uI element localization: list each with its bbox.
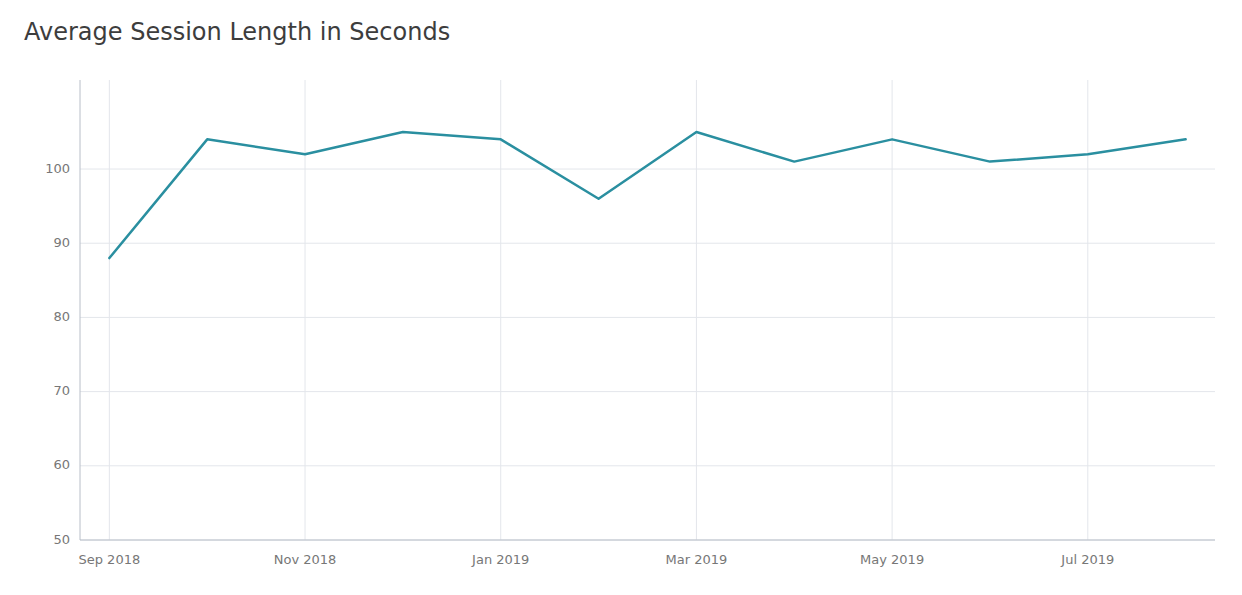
chart-container: Average Session Length in Seconds 50 60 70 8…: [0, 0, 1242, 595]
y-tick-label: 100: [45, 161, 70, 176]
x-grid-line: [500, 80, 501, 540]
y-tick-label: 70: [53, 383, 70, 398]
grid: [80, 80, 1215, 540]
x-grid-line: [305, 80, 306, 540]
x-tick-label: Jul 2019: [1060, 552, 1114, 567]
line-series: [109, 132, 1185, 258]
y-grid-line: [80, 169, 1215, 170]
x-tick-label: Mar 2019: [666, 552, 728, 567]
y-grid-line: [80, 391, 1215, 392]
x-grid-line: [696, 80, 697, 540]
x-tick-label: Nov 2018: [274, 552, 337, 567]
y-axis-line: [80, 80, 81, 540]
chart-title: Average Session Length in Seconds: [24, 18, 450, 46]
y-tick-label: 80: [53, 309, 70, 324]
axes: 50 60 70 80 90 100 Sep 2018 Nov 2018 Jan 2019 Mar…: [45, 80, 1215, 567]
y-tick-label: 60: [53, 457, 70, 472]
x-tick-label: Sep 2018: [78, 552, 140, 567]
y-grid-line: [80, 243, 1215, 244]
y-grid-line: [80, 317, 1215, 318]
y-grid-line: [80, 540, 1215, 541]
y-grid-line: [80, 465, 1215, 466]
series-group: [109, 132, 1185, 258]
x-axis-line: [80, 540, 1215, 541]
page: {"chart_data": {"type": "line", "title":…: [0, 0, 1242, 595]
chart-svg: Average Session Length in Seconds 50 60 70 8…: [0, 0, 1242, 595]
y-tick-label: 50: [53, 532, 70, 547]
y-tick-label: 90: [53, 235, 70, 250]
x-grid-line: [1087, 80, 1088, 540]
x-tick-label: Jan 2019: [471, 552, 529, 567]
x-grid-line: [109, 80, 110, 540]
x-grid-line: [892, 80, 893, 540]
x-tick-label: May 2019: [860, 552, 924, 567]
